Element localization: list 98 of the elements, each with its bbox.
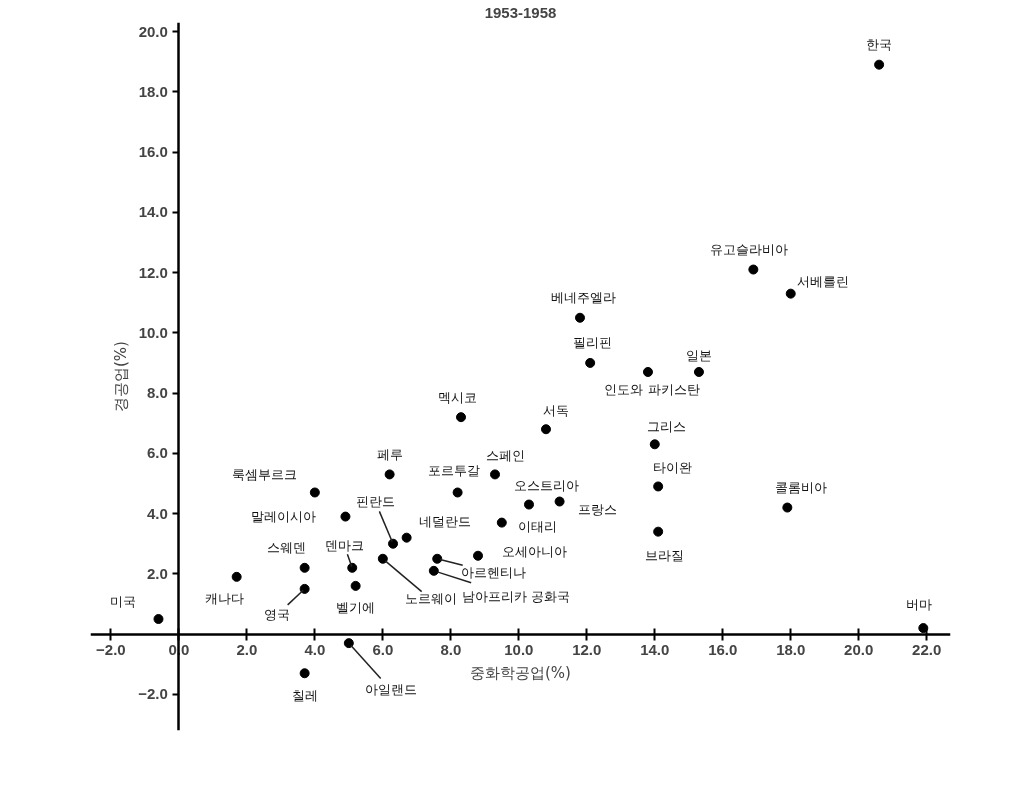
y-tick-label: 20.0 bbox=[138, 22, 168, 40]
point bbox=[496, 517, 507, 528]
point bbox=[642, 366, 653, 377]
annotation: 일본 bbox=[685, 348, 712, 364]
x-tick-label: 22.0 bbox=[912, 641, 942, 659]
point bbox=[428, 565, 439, 576]
annotation: 오세아니아 bbox=[501, 544, 567, 560]
annotation: 덴마크 bbox=[324, 538, 364, 554]
y-tick-label: 12.0 bbox=[138, 263, 168, 281]
annotation: 미국 bbox=[110, 593, 137, 609]
y-tick-label: 2.0 bbox=[147, 564, 168, 582]
annotation: 멕시코 bbox=[437, 389, 477, 405]
x-tick-label: 8.0 bbox=[440, 641, 462, 659]
annotation: 오스트리아 bbox=[514, 478, 580, 494]
point bbox=[540, 424, 551, 435]
annotation: 타이완 bbox=[652, 459, 692, 475]
point bbox=[490, 469, 501, 480]
x-tick-label: 4.0 bbox=[304, 641, 326, 659]
y-axis-title: 경공업(%) bbox=[111, 341, 130, 412]
y-tick-label: 16.0 bbox=[138, 143, 168, 161]
annotation: 필리핀 bbox=[572, 335, 612, 351]
point bbox=[874, 59, 885, 70]
annotation: 벨기에 bbox=[336, 600, 376, 616]
point bbox=[918, 623, 929, 634]
point bbox=[388, 538, 399, 549]
annotation: 영국 bbox=[263, 607, 290, 623]
point bbox=[401, 532, 412, 543]
point bbox=[309, 487, 320, 498]
annotation: 캐나다 bbox=[205, 591, 245, 607]
annotation: 인도와 파키스탄 bbox=[604, 382, 700, 398]
point bbox=[785, 288, 796, 299]
point bbox=[384, 469, 395, 480]
y-tick-label: 14.0 bbox=[138, 203, 168, 221]
annotation: 베네주엘라 bbox=[551, 290, 617, 306]
x-tick-label: 10.0 bbox=[504, 641, 534, 659]
annotation: 남아프리카 공화국 bbox=[461, 589, 570, 605]
annotation: 서독 bbox=[542, 402, 569, 418]
point bbox=[585, 357, 596, 368]
annotation: 한국 bbox=[866, 37, 893, 53]
point bbox=[574, 312, 585, 323]
annotation: 서베를린 bbox=[796, 274, 849, 290]
y-tick-label: 6.0 bbox=[147, 444, 168, 462]
chart-title: 1953-1958 bbox=[484, 3, 557, 21]
point bbox=[693, 366, 704, 377]
x-axis-title: 중화학공업(%) bbox=[470, 663, 571, 682]
point bbox=[350, 580, 361, 591]
point bbox=[456, 412, 467, 423]
annotation: 네덜란드 bbox=[418, 514, 471, 530]
annotation: 아일랜드 bbox=[364, 681, 417, 697]
x-tick-label: 12.0 bbox=[572, 641, 602, 659]
annotation: 버마 bbox=[906, 596, 933, 612]
annotation: 룩셈부르크 bbox=[232, 466, 298, 482]
point bbox=[377, 553, 388, 564]
point bbox=[473, 550, 484, 561]
point bbox=[299, 583, 310, 594]
point bbox=[452, 487, 463, 498]
annotation: 이태리 bbox=[518, 519, 558, 535]
annotation: 콜롬비아 bbox=[775, 480, 828, 496]
annotation: 핀란드 bbox=[355, 494, 395, 510]
annotation: 브라질 bbox=[644, 548, 684, 564]
y-tick-label: 18.0 bbox=[138, 82, 168, 100]
y-tick-label: 10.0 bbox=[138, 323, 168, 341]
annotation: 포르투갈 bbox=[427, 462, 480, 478]
point bbox=[782, 502, 793, 513]
point bbox=[524, 499, 534, 510]
annotation: 그리스 bbox=[647, 418, 687, 434]
point bbox=[748, 264, 759, 275]
y-tick-label: −2.0 bbox=[138, 685, 168, 703]
x-tick-label: 6.0 bbox=[372, 641, 394, 659]
point bbox=[231, 571, 242, 582]
annotation: 스페인 bbox=[485, 447, 525, 463]
x-tick-label: −2.0 bbox=[96, 641, 126, 659]
x-tick-label: 20.0 bbox=[844, 641, 874, 659]
annotation: 아르헨티나 bbox=[460, 565, 526, 581]
y-tick-label: 8.0 bbox=[147, 384, 168, 402]
point bbox=[153, 614, 164, 625]
annotation: 말레이시아 bbox=[250, 509, 316, 525]
point bbox=[649, 439, 660, 450]
x-tick-label: 18.0 bbox=[776, 641, 806, 659]
point bbox=[343, 638, 354, 649]
annotation: 프랑스 bbox=[578, 502, 618, 518]
point bbox=[554, 496, 565, 507]
x-tick-label: 14.0 bbox=[640, 641, 670, 659]
x-tick-label: 16.0 bbox=[708, 641, 738, 659]
point bbox=[432, 553, 443, 564]
annotation: 노르웨이 bbox=[404, 591, 457, 607]
annotation: 칠레 bbox=[291, 687, 318, 703]
annotation: 페루 bbox=[376, 446, 403, 462]
annotation: 스웨덴 bbox=[267, 540, 307, 556]
point bbox=[340, 511, 351, 522]
point bbox=[653, 526, 664, 537]
annotation: 유고슬라비아 bbox=[710, 242, 789, 258]
point bbox=[299, 668, 310, 679]
y-tick-label: 4.0 bbox=[147, 504, 168, 522]
point bbox=[653, 481, 664, 492]
point bbox=[347, 562, 358, 573]
point bbox=[299, 562, 310, 573]
x-tick-label: 2.0 bbox=[236, 641, 258, 659]
